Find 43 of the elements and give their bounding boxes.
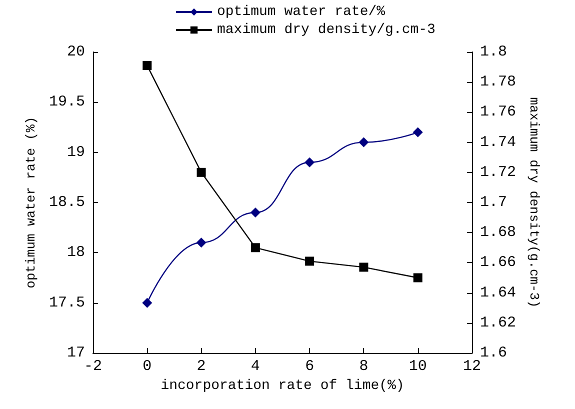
x-tick-label: 4 (250, 358, 260, 375)
y2-tick-label: 1.64 (480, 284, 516, 302)
x-tick-label: 8 (359, 358, 368, 375)
y-tick-label: 19.5 (48, 94, 85, 111)
point (250, 208, 260, 218)
point (358, 137, 369, 148)
legend-label: maximum dry density/g.cm-3 (217, 22, 436, 38)
y2-axis-title: maximum dry density(g.cm-3) (526, 97, 542, 308)
x-tick-label: 10 (408, 358, 427, 375)
point (359, 262, 368, 272)
y2-tick-label: 1.68 (480, 224, 516, 242)
point (250, 243, 260, 252)
point (413, 273, 422, 282)
point (412, 127, 423, 138)
x-tick-label: 2 (196, 358, 206, 375)
point (142, 298, 152, 308)
y2-tick-label: 1.78 (480, 74, 516, 91)
y-tick-label: 20 (66, 44, 85, 60)
x-tick-label: 12 (462, 358, 482, 375)
y2-tick-label: 1.66 (480, 254, 516, 272)
x-axis-title: incorporation rate of lime(%) (160, 378, 404, 394)
point (196, 168, 206, 177)
y-axis-title: optimum water rate (%) (24, 116, 39, 288)
y2-tick-label: 1.72 (480, 164, 516, 181)
y2-tick-label: 1.76 (480, 104, 516, 121)
y-tick-label: 17.5 (48, 294, 85, 312)
y2-tick-label: 1.6 (480, 344, 508, 362)
y2-tick-label: 1.7 (480, 194, 508, 211)
point (305, 256, 314, 266)
y2-tick-label: 1.62 (480, 314, 516, 332)
y2-tick-label: 1.74 (480, 134, 516, 151)
x-tick-label: -2 (84, 358, 102, 375)
point (196, 238, 206, 248)
x-tick-label: 0 (142, 358, 152, 375)
y-tick-label: 18.5 (48, 194, 85, 211)
legend-label: optimum water rate/% (217, 4, 386, 20)
y-tick-label: 17 (66, 344, 85, 362)
point (142, 61, 152, 70)
x-tick-label: 6 (305, 358, 314, 375)
point (304, 157, 315, 168)
y-tick-label: 19 (66, 144, 85, 161)
y-tick-label: 18 (66, 244, 85, 262)
y2-tick-label: 1.8 (480, 44, 508, 60)
